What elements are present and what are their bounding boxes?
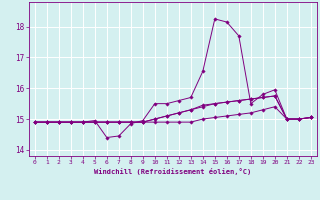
- X-axis label: Windchill (Refroidissement éolien,°C): Windchill (Refroidissement éolien,°C): [94, 168, 252, 175]
